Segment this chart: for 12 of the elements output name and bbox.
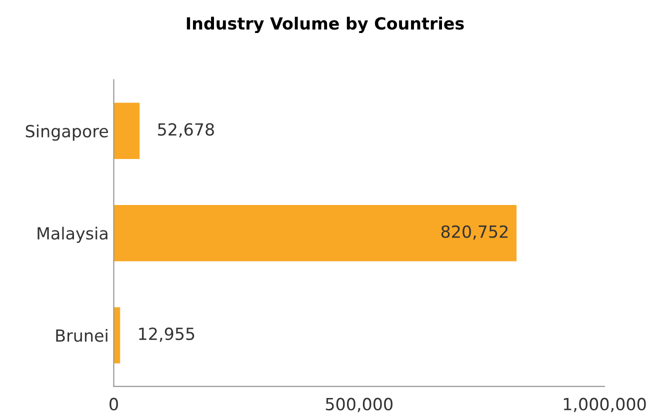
y-tick-label: Brunei <box>56 328 108 342</box>
chart-title: Industry Volume by Countries <box>186 16 464 34</box>
data-label: 12,955 <box>139 328 194 342</box>
bar <box>114 204 517 262</box>
data-label: 52,678 <box>158 123 214 138</box>
x-tick-label: 500,000 <box>326 398 392 412</box>
data-label: 820,752 <box>441 225 508 240</box>
y-tick-label: Singapore <box>26 124 108 141</box>
y-tick-label: Malaysia <box>38 226 108 243</box>
bar <box>114 102 140 160</box>
x-tick-label: 1,000,000 <box>564 398 646 412</box>
x-tick-label: 0 <box>110 398 118 410</box>
